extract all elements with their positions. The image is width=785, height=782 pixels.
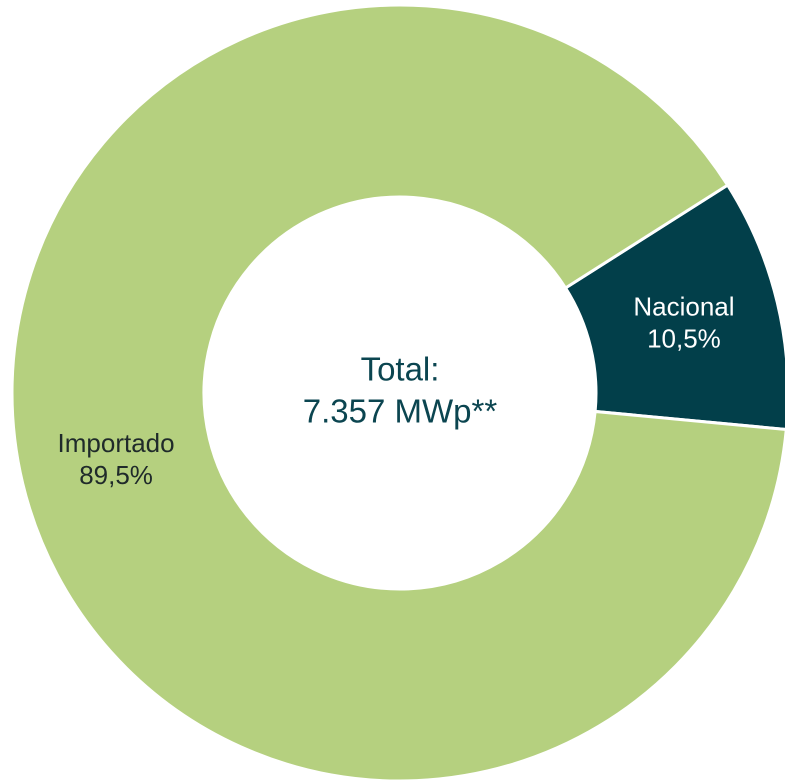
center-title: Total:	[361, 351, 440, 388]
donut-slice	[563, 183, 785, 431]
slice-category: Importado	[58, 428, 175, 458]
slice-value: 89,5%	[79, 460, 153, 490]
slice-category: Nacional	[633, 292, 734, 322]
center-total: 7.357 MWp**	[303, 393, 498, 430]
slice-value: 10,5%	[647, 324, 721, 354]
donut-slice	[10, 3, 785, 782]
